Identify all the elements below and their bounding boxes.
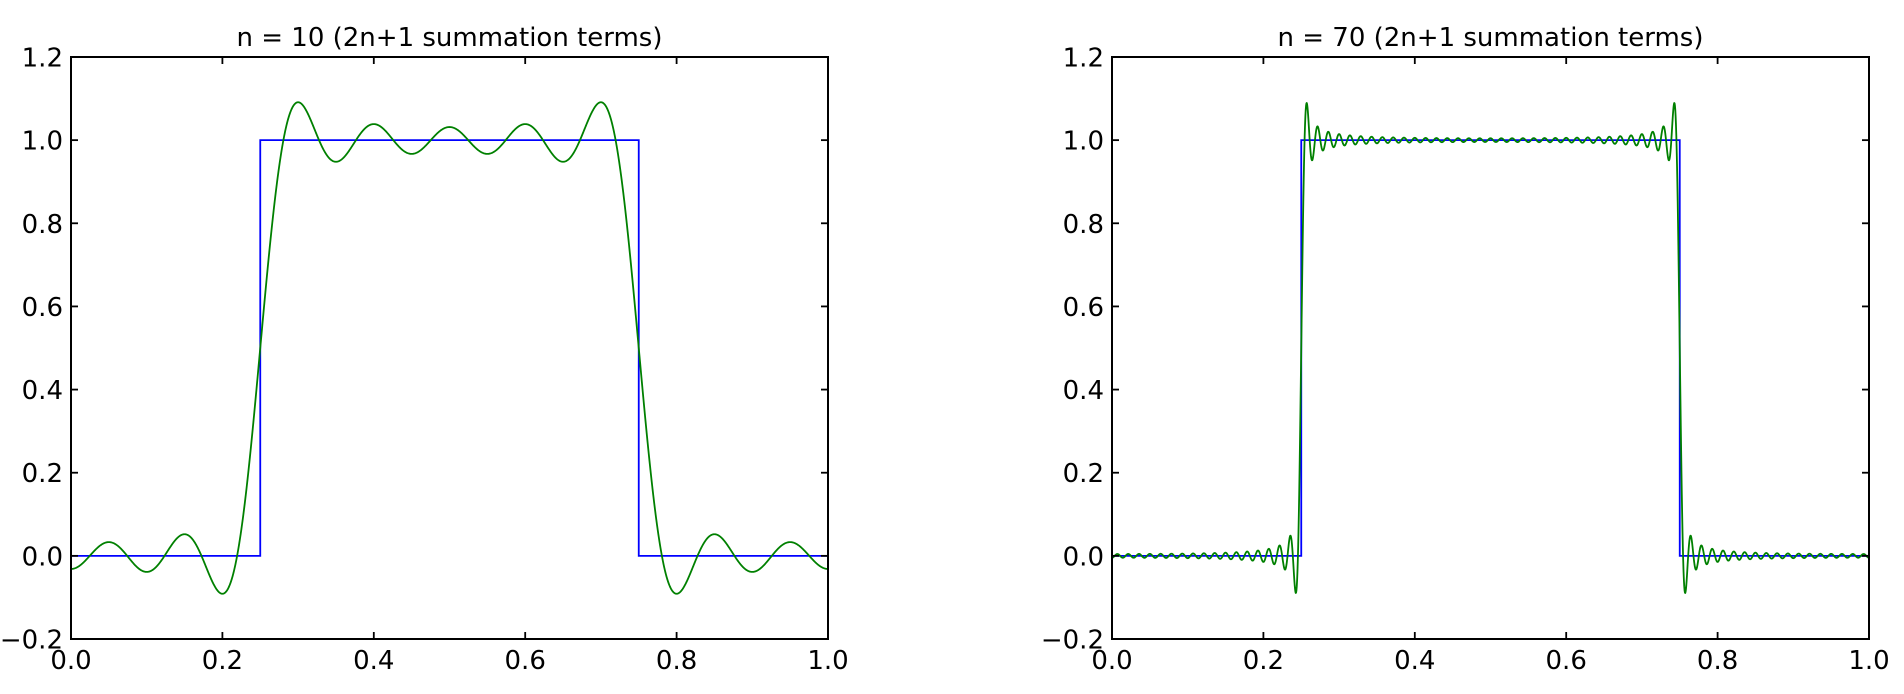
y-tick-label: 0.6 (22, 293, 63, 323)
subplot-n10: 0.0 0.2 0.4 0.6 0.8 1.0−0.20.00.20.40.60.81.0… (0, 44, 849, 677)
axes-frame (1111, 56, 1870, 640)
y-tick-label: 0.8 (22, 210, 63, 240)
x-tick-label: 0.6 (505, 646, 546, 676)
y-tick-label: 0.8 (1063, 210, 1104, 240)
x-tick-label: 1.0 (807, 646, 848, 676)
y-tick-label: 1.0 (22, 127, 63, 157)
y-tick-label: 0.0 (1063, 542, 1104, 572)
y-tick-label: 0.4 (1063, 376, 1104, 406)
y-tick-label: 1.2 (1063, 44, 1104, 74)
plot-title-n10: n = 10 (2n+1 summation terms) (236, 23, 662, 53)
x-tick-label: 0.0 (1091, 646, 1132, 676)
x-tick-label: 0.2 (202, 646, 243, 676)
x-tick-label: 0.8 (1697, 646, 1738, 676)
y-tick-label: 1.2 (22, 44, 63, 74)
x-tick-label: 0.0 (50, 646, 91, 676)
y-tick-label: 0.2 (1063, 459, 1104, 489)
square-wave-line (1112, 139, 1869, 557)
y-tick-label: 0.0 (22, 542, 63, 572)
subplot-n70: 0.0 0.2 0.4 0.6 0.8 1.0−0.20.00.20.40.60.81.0… (1041, 44, 1890, 677)
x-tick-label: 0.4 (353, 646, 394, 676)
y-tick-label: −0.2 (1041, 626, 1104, 656)
fourier-sum-curve (1111, 102, 1870, 594)
x-tick-label: 1.0 (1848, 646, 1889, 676)
plot-title-n70: n = 70 (2n+1 summation terms) (1277, 23, 1703, 53)
y-tick-label: 1.0 (1063, 127, 1104, 157)
y-tick-label: −0.2 (0, 626, 63, 656)
y-tick-label: 0.6 (1063, 293, 1104, 323)
x-tick-label: 0.2 (1243, 646, 1284, 676)
square-wave-line (71, 139, 828, 557)
axes-frame (70, 56, 829, 640)
y-tick-label: 0.2 (22, 459, 63, 489)
x-tick-label: 0.8 (656, 646, 697, 676)
fourier-sum-curve (70, 101, 829, 595)
y-tick-label: 0.4 (22, 376, 63, 406)
x-tick-label: 0.4 (1394, 646, 1435, 676)
x-tick-label: 0.6 (1546, 646, 1587, 676)
